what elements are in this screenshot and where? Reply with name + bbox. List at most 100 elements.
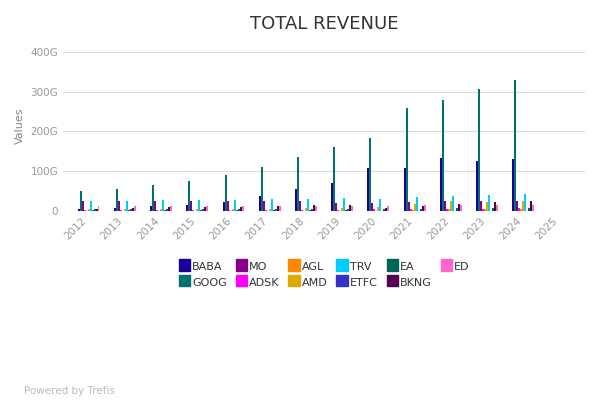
Bar	[198, 200, 200, 211]
Bar	[373, 209, 376, 211]
Bar	[337, 210, 339, 211]
Bar	[532, 205, 535, 211]
Bar	[166, 209, 168, 211]
Bar	[377, 207, 379, 211]
Bar	[204, 207, 206, 211]
Bar	[307, 199, 309, 211]
Bar	[92, 210, 94, 211]
Bar	[410, 209, 412, 211]
Bar	[476, 161, 478, 211]
Y-axis label: Values: Values	[15, 107, 25, 144]
Bar	[351, 206, 353, 211]
Bar	[156, 210, 158, 211]
Bar	[297, 157, 299, 211]
Bar	[275, 209, 277, 211]
Bar	[482, 209, 484, 211]
Bar	[80, 191, 82, 211]
Text: Powered by Trefis: Powered by Trefis	[24, 386, 115, 396]
Bar	[341, 208, 343, 211]
Bar	[301, 210, 303, 211]
Bar	[128, 210, 130, 211]
Bar	[404, 168, 406, 211]
Bar	[196, 209, 198, 211]
Bar	[530, 202, 532, 211]
Bar	[442, 100, 444, 211]
Bar	[333, 146, 335, 211]
Bar	[83, 210, 86, 211]
Bar	[269, 209, 271, 211]
Bar	[524, 194, 526, 211]
Bar	[134, 206, 136, 211]
Bar	[192, 210, 194, 211]
Bar	[408, 202, 410, 211]
Bar	[514, 80, 517, 211]
Bar	[154, 201, 156, 211]
Bar	[259, 196, 261, 211]
Bar	[315, 206, 317, 211]
Bar	[89, 201, 92, 211]
Bar	[152, 185, 154, 211]
Bar	[349, 205, 351, 211]
Bar	[347, 209, 349, 211]
Bar	[345, 210, 347, 211]
Bar	[367, 168, 370, 211]
Bar	[488, 194, 490, 211]
Bar	[484, 209, 486, 211]
Bar	[224, 175, 227, 211]
Bar	[278, 206, 281, 211]
Bar	[448, 210, 450, 211]
Bar	[188, 181, 190, 211]
Bar	[229, 210, 230, 211]
Bar	[170, 206, 172, 211]
Bar	[132, 208, 134, 211]
Bar	[419, 208, 422, 211]
Bar	[313, 205, 315, 211]
Bar	[478, 88, 480, 211]
Bar	[94, 209, 95, 211]
Bar	[265, 210, 267, 211]
Bar	[309, 210, 311, 211]
Bar	[227, 201, 229, 211]
Bar	[512, 159, 514, 211]
Bar	[413, 204, 416, 211]
Bar	[263, 200, 265, 211]
Bar	[120, 210, 122, 211]
Bar	[238, 209, 241, 211]
Bar	[277, 206, 278, 211]
Bar	[370, 138, 371, 211]
Bar	[379, 198, 382, 211]
Bar	[416, 197, 418, 211]
Bar	[305, 208, 307, 211]
Bar	[164, 210, 166, 211]
Bar	[261, 167, 263, 211]
Bar	[190, 201, 192, 211]
Bar	[450, 202, 452, 211]
Bar	[518, 208, 520, 211]
Bar	[440, 158, 442, 211]
Bar	[383, 208, 385, 211]
Bar	[335, 203, 337, 211]
Bar	[206, 206, 208, 211]
Bar	[486, 202, 488, 211]
Bar	[130, 209, 132, 211]
Bar	[295, 188, 297, 211]
Bar	[388, 206, 389, 211]
Legend: BABA, GOOG, MO, ADSK, AGL, AMD, TRV, ETFC, EA, BKNG, ED: BABA, GOOG, MO, ADSK, AGL, AMD, TRV, ETF…	[179, 262, 469, 288]
Title: TOTAL REVENUE: TOTAL REVENUE	[250, 15, 398, 33]
Bar	[529, 208, 530, 211]
Bar	[95, 209, 98, 211]
Bar	[77, 210, 80, 211]
Bar	[126, 200, 128, 211]
Bar	[496, 205, 498, 211]
Bar	[242, 206, 244, 211]
Bar	[200, 210, 202, 211]
Bar	[523, 200, 524, 211]
Bar	[460, 205, 462, 211]
Bar	[331, 183, 333, 211]
Bar	[494, 202, 496, 211]
Bar	[124, 209, 126, 211]
Bar	[116, 189, 118, 211]
Bar	[162, 200, 164, 211]
Bar	[422, 206, 424, 211]
Bar	[452, 196, 454, 211]
